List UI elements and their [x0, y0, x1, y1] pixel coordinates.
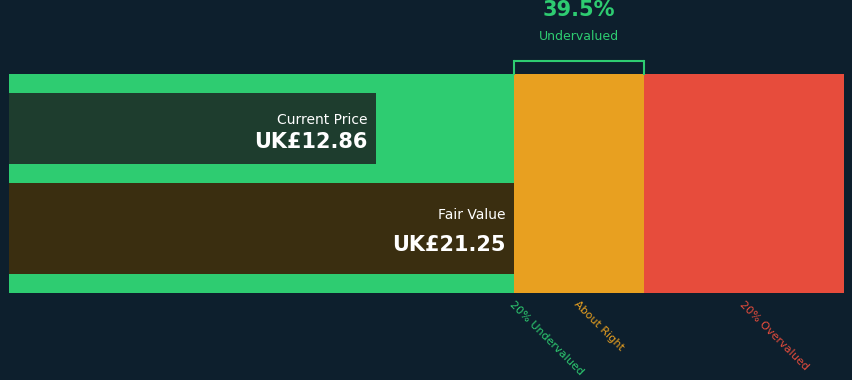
Text: About Right: About Right — [572, 299, 625, 353]
Bar — [643, 74, 843, 293]
Text: 39.5%: 39.5% — [542, 0, 614, 20]
Bar — [514, 74, 643, 293]
Text: Fair Value: Fair Value — [438, 208, 505, 222]
Text: 20% Undervalued: 20% Undervalued — [507, 299, 584, 377]
Bar — [9, 184, 514, 274]
Bar — [9, 93, 376, 165]
Text: Current Price: Current Price — [277, 113, 367, 127]
Bar — [9, 74, 514, 293]
Text: Undervalued: Undervalued — [538, 30, 619, 43]
Text: 20% Overvalued: 20% Overvalued — [736, 299, 809, 372]
Text: UK£21.25: UK£21.25 — [392, 235, 505, 255]
Text: UK£12.86: UK£12.86 — [254, 131, 367, 152]
